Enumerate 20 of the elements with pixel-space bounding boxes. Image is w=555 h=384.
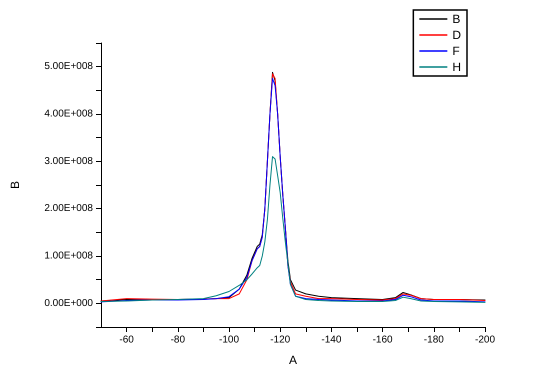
x-axis-title: A <box>288 353 298 367</box>
legend-label: F <box>452 44 460 58</box>
y-tick-label: 2.00E+008 <box>44 203 94 214</box>
x-tick-label: -180 <box>424 334 444 346</box>
x-tick-label: -200 <box>474 334 496 346</box>
x-tick-label: -100 <box>218 334 240 346</box>
y-tick-label: 1.00E+008 <box>44 250 94 262</box>
y-tick-label: 3.00E+008 <box>44 156 94 167</box>
x-tick-label: -120 <box>270 334 291 346</box>
y-tick-label: 0.00E+000 <box>44 298 94 309</box>
x-tick-label: -140 <box>321 334 342 346</box>
x-tick-label: -80 <box>170 334 186 346</box>
legend-label: H <box>452 60 462 74</box>
legend-label: D <box>452 28 462 42</box>
x-tick-label: -160 <box>372 334 394 346</box>
y-tick-label: 4.00E+008 <box>44 108 94 120</box>
x-tick-label: -60 <box>119 334 134 346</box>
legend-label: B <box>452 12 460 26</box>
y-axis-title: B <box>8 180 22 190</box>
y-tick-label: 5.00E+008 <box>44 61 94 72</box>
